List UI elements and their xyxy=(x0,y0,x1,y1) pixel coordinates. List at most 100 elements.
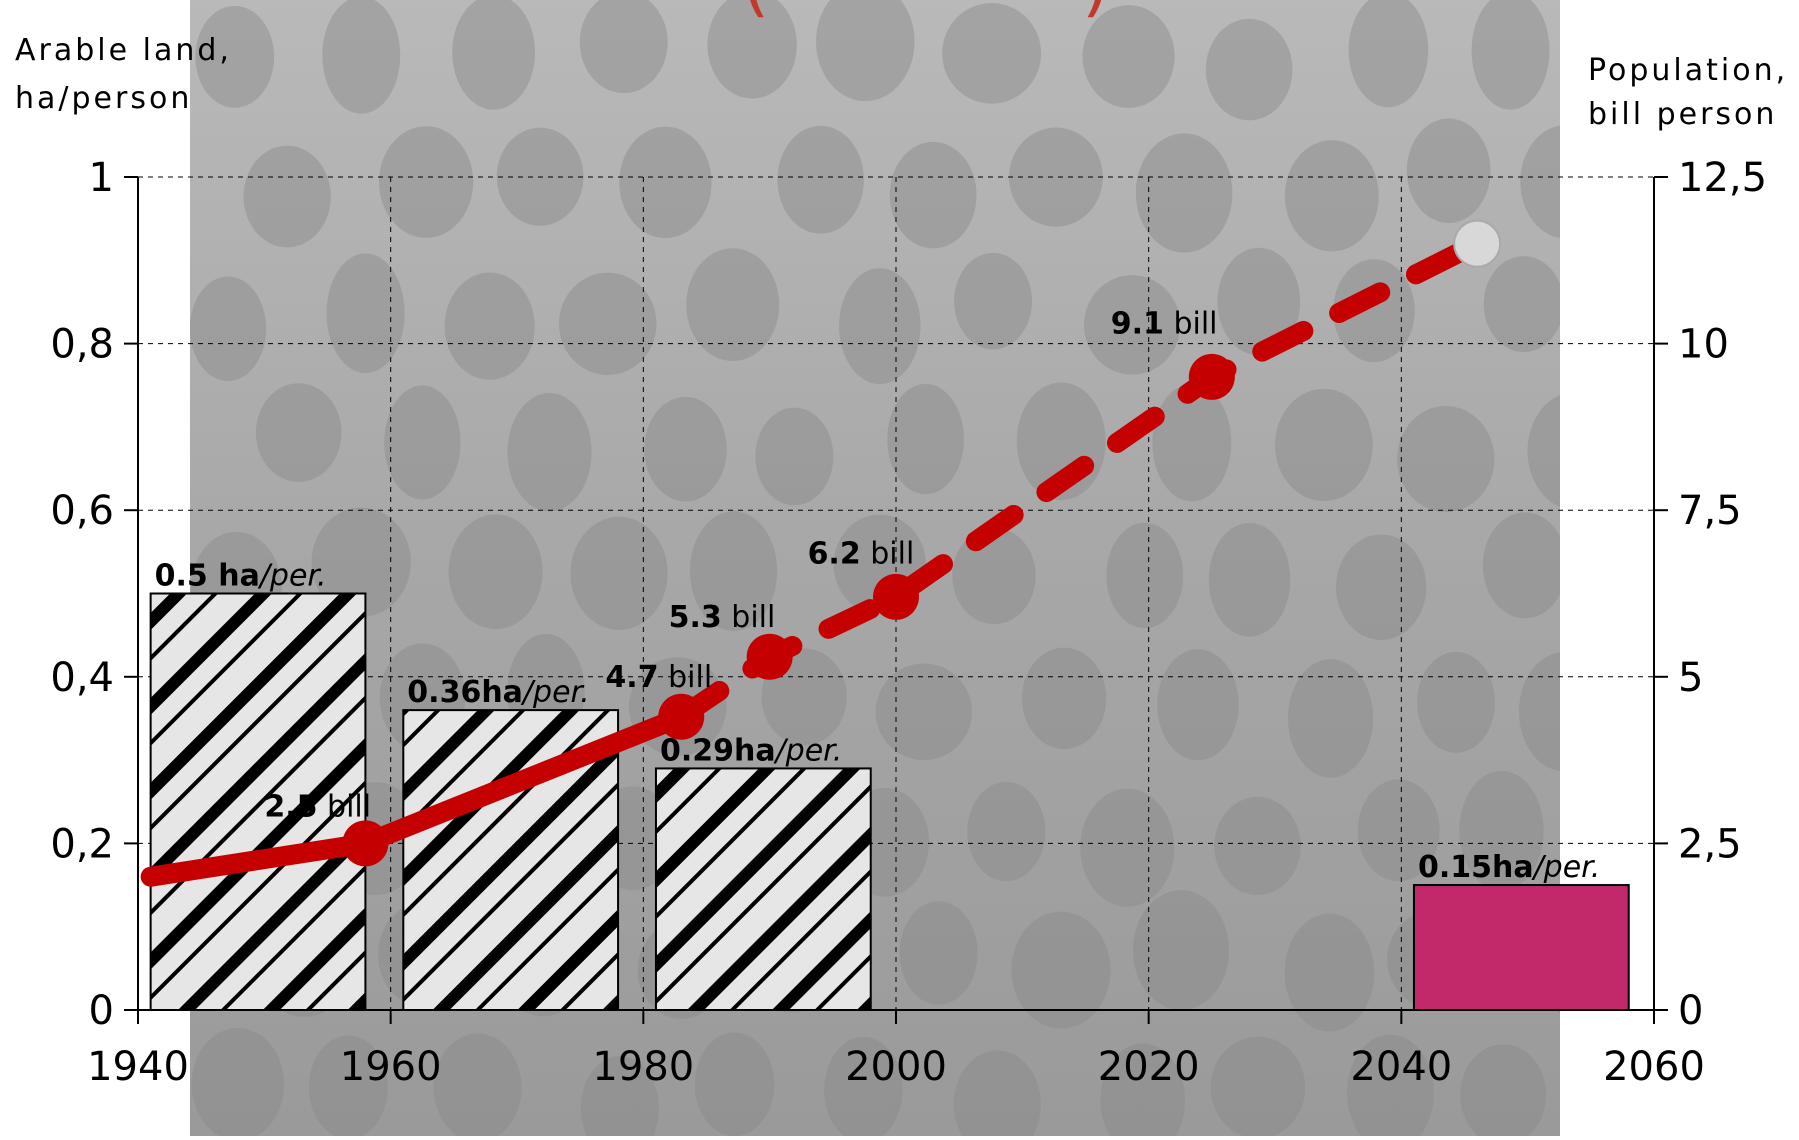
arable-land-bar xyxy=(654,767,872,1011)
face-shape xyxy=(1406,118,1491,224)
bar-value-label: 0.15ha/per. xyxy=(1418,850,1600,885)
population-line-layer xyxy=(140,219,1502,887)
face-shape xyxy=(952,527,1036,625)
population-point xyxy=(746,633,793,680)
face-shape xyxy=(243,145,331,248)
x-tick-label: 1960 xyxy=(340,1044,442,1090)
face-shape xyxy=(1460,1044,1547,1140)
right-axis-title-line2: bill person xyxy=(1588,97,1777,132)
face-shape xyxy=(1397,406,1495,513)
face-shape xyxy=(570,516,668,630)
face-shape xyxy=(707,0,797,99)
bars-layer: 0.5 ha/per.0.36ha/per.0.29ha/per.0.15ha/… xyxy=(149,559,1630,1011)
face-shape xyxy=(448,514,543,630)
population-line-projected xyxy=(671,233,1488,727)
face-shape xyxy=(1348,0,1429,108)
face-shape xyxy=(1217,247,1301,356)
face-shape xyxy=(1021,647,1107,750)
face-shape xyxy=(1132,890,1230,1011)
face-shape xyxy=(694,1032,775,1137)
face-shape xyxy=(889,141,977,249)
face-shape xyxy=(1346,1034,1434,1140)
face-shape xyxy=(1135,133,1233,253)
face-shape xyxy=(644,396,727,502)
x-tick-label: 1940 xyxy=(87,1044,189,1090)
face-shape xyxy=(1106,522,1184,629)
population-label: 4.7 bill xyxy=(605,660,712,695)
face-shape xyxy=(311,507,411,617)
left-tick-label: 0 xyxy=(89,988,114,1034)
face-shape xyxy=(580,1056,659,1140)
left-tick-label: 1 xyxy=(89,155,114,201)
face-shape xyxy=(689,511,778,631)
face-shape xyxy=(839,268,921,385)
face-shape xyxy=(1208,522,1291,637)
chart-title: ( xyxy=(742,0,769,25)
face-shape xyxy=(191,1027,285,1140)
face-shape xyxy=(308,1035,388,1140)
left-axis-title-line1: Arable land, xyxy=(15,33,232,68)
face-shape xyxy=(1471,0,1550,110)
face-shape xyxy=(1009,127,1103,227)
face-shape xyxy=(1459,770,1544,891)
face-shape xyxy=(619,126,712,239)
population-label: 2.5 bill xyxy=(264,790,371,825)
face-shape xyxy=(1157,649,1239,761)
face-shape xyxy=(755,407,834,506)
face-shape xyxy=(1274,388,1373,502)
arable-land-bar xyxy=(149,592,367,1011)
face-shape xyxy=(1357,779,1440,882)
face-shape xyxy=(953,1050,1041,1140)
face-shape xyxy=(384,385,461,500)
right-tick-label: 2,5 xyxy=(1678,821,1742,867)
left-tick-label: 0,8 xyxy=(50,322,114,368)
face-shape xyxy=(1152,383,1232,502)
face-shape xyxy=(1205,18,1293,121)
face-shape xyxy=(1100,1043,1185,1140)
bar-value-label: 0.36ha/per. xyxy=(407,675,589,710)
face-shape xyxy=(899,901,978,1005)
arable-land-bar xyxy=(1412,884,1630,1011)
x-tick-label: 1980 xyxy=(592,1044,694,1090)
axes-layer: 1 0,8 0,6 0,4 0,2 0 12,5 10 7,5 5 2,5 0 1940 1960 1980… xyxy=(50,155,1767,1090)
population-point xyxy=(1188,353,1235,400)
face-shape xyxy=(1083,275,1181,375)
face-shape xyxy=(1082,5,1175,108)
population-label: 9.1 bill xyxy=(1111,307,1218,342)
face-shape xyxy=(1011,911,1111,1029)
right-tick-label: 0 xyxy=(1678,988,1703,1034)
face-shape xyxy=(1417,651,1496,753)
population-point xyxy=(658,693,705,740)
face-shape xyxy=(1214,796,1301,895)
left-tick-label: 0,4 xyxy=(50,655,114,701)
face-shape xyxy=(967,781,1046,882)
face-shape xyxy=(942,3,1042,104)
x-tick-label: 2060 xyxy=(1603,1044,1705,1090)
face-shape xyxy=(322,0,401,114)
title-closing-paren: ) xyxy=(1082,0,1109,25)
face-shape xyxy=(887,383,964,495)
face-shape xyxy=(1284,140,1379,252)
population-label: 6.2 bill xyxy=(808,537,915,572)
right-axis-title-line1: Population, xyxy=(1588,53,1788,88)
face-shape xyxy=(444,272,535,380)
face-shape xyxy=(1483,256,1564,353)
face-shape xyxy=(824,1036,903,1140)
left-tick-label: 0,6 xyxy=(50,488,114,534)
face-shape xyxy=(189,276,267,382)
x-tick-label: 2020 xyxy=(1098,1044,1200,1090)
face-shape xyxy=(875,663,973,761)
population-point xyxy=(873,573,919,620)
face-shape xyxy=(1482,512,1568,619)
face-shape xyxy=(452,0,536,110)
right-tick-label: 12,5 xyxy=(1678,155,1767,201)
face-shape xyxy=(686,248,780,362)
face-shape xyxy=(558,272,657,375)
left-tick-label: 0,2 xyxy=(50,821,114,867)
face-shape xyxy=(1284,913,1375,1032)
right-tick-label: 10 xyxy=(1678,322,1729,368)
right-tick-label: 5 xyxy=(1678,655,1703,701)
left-axis-title-line2: ha/person xyxy=(15,81,192,116)
x-tick-label: 2000 xyxy=(845,1044,947,1090)
